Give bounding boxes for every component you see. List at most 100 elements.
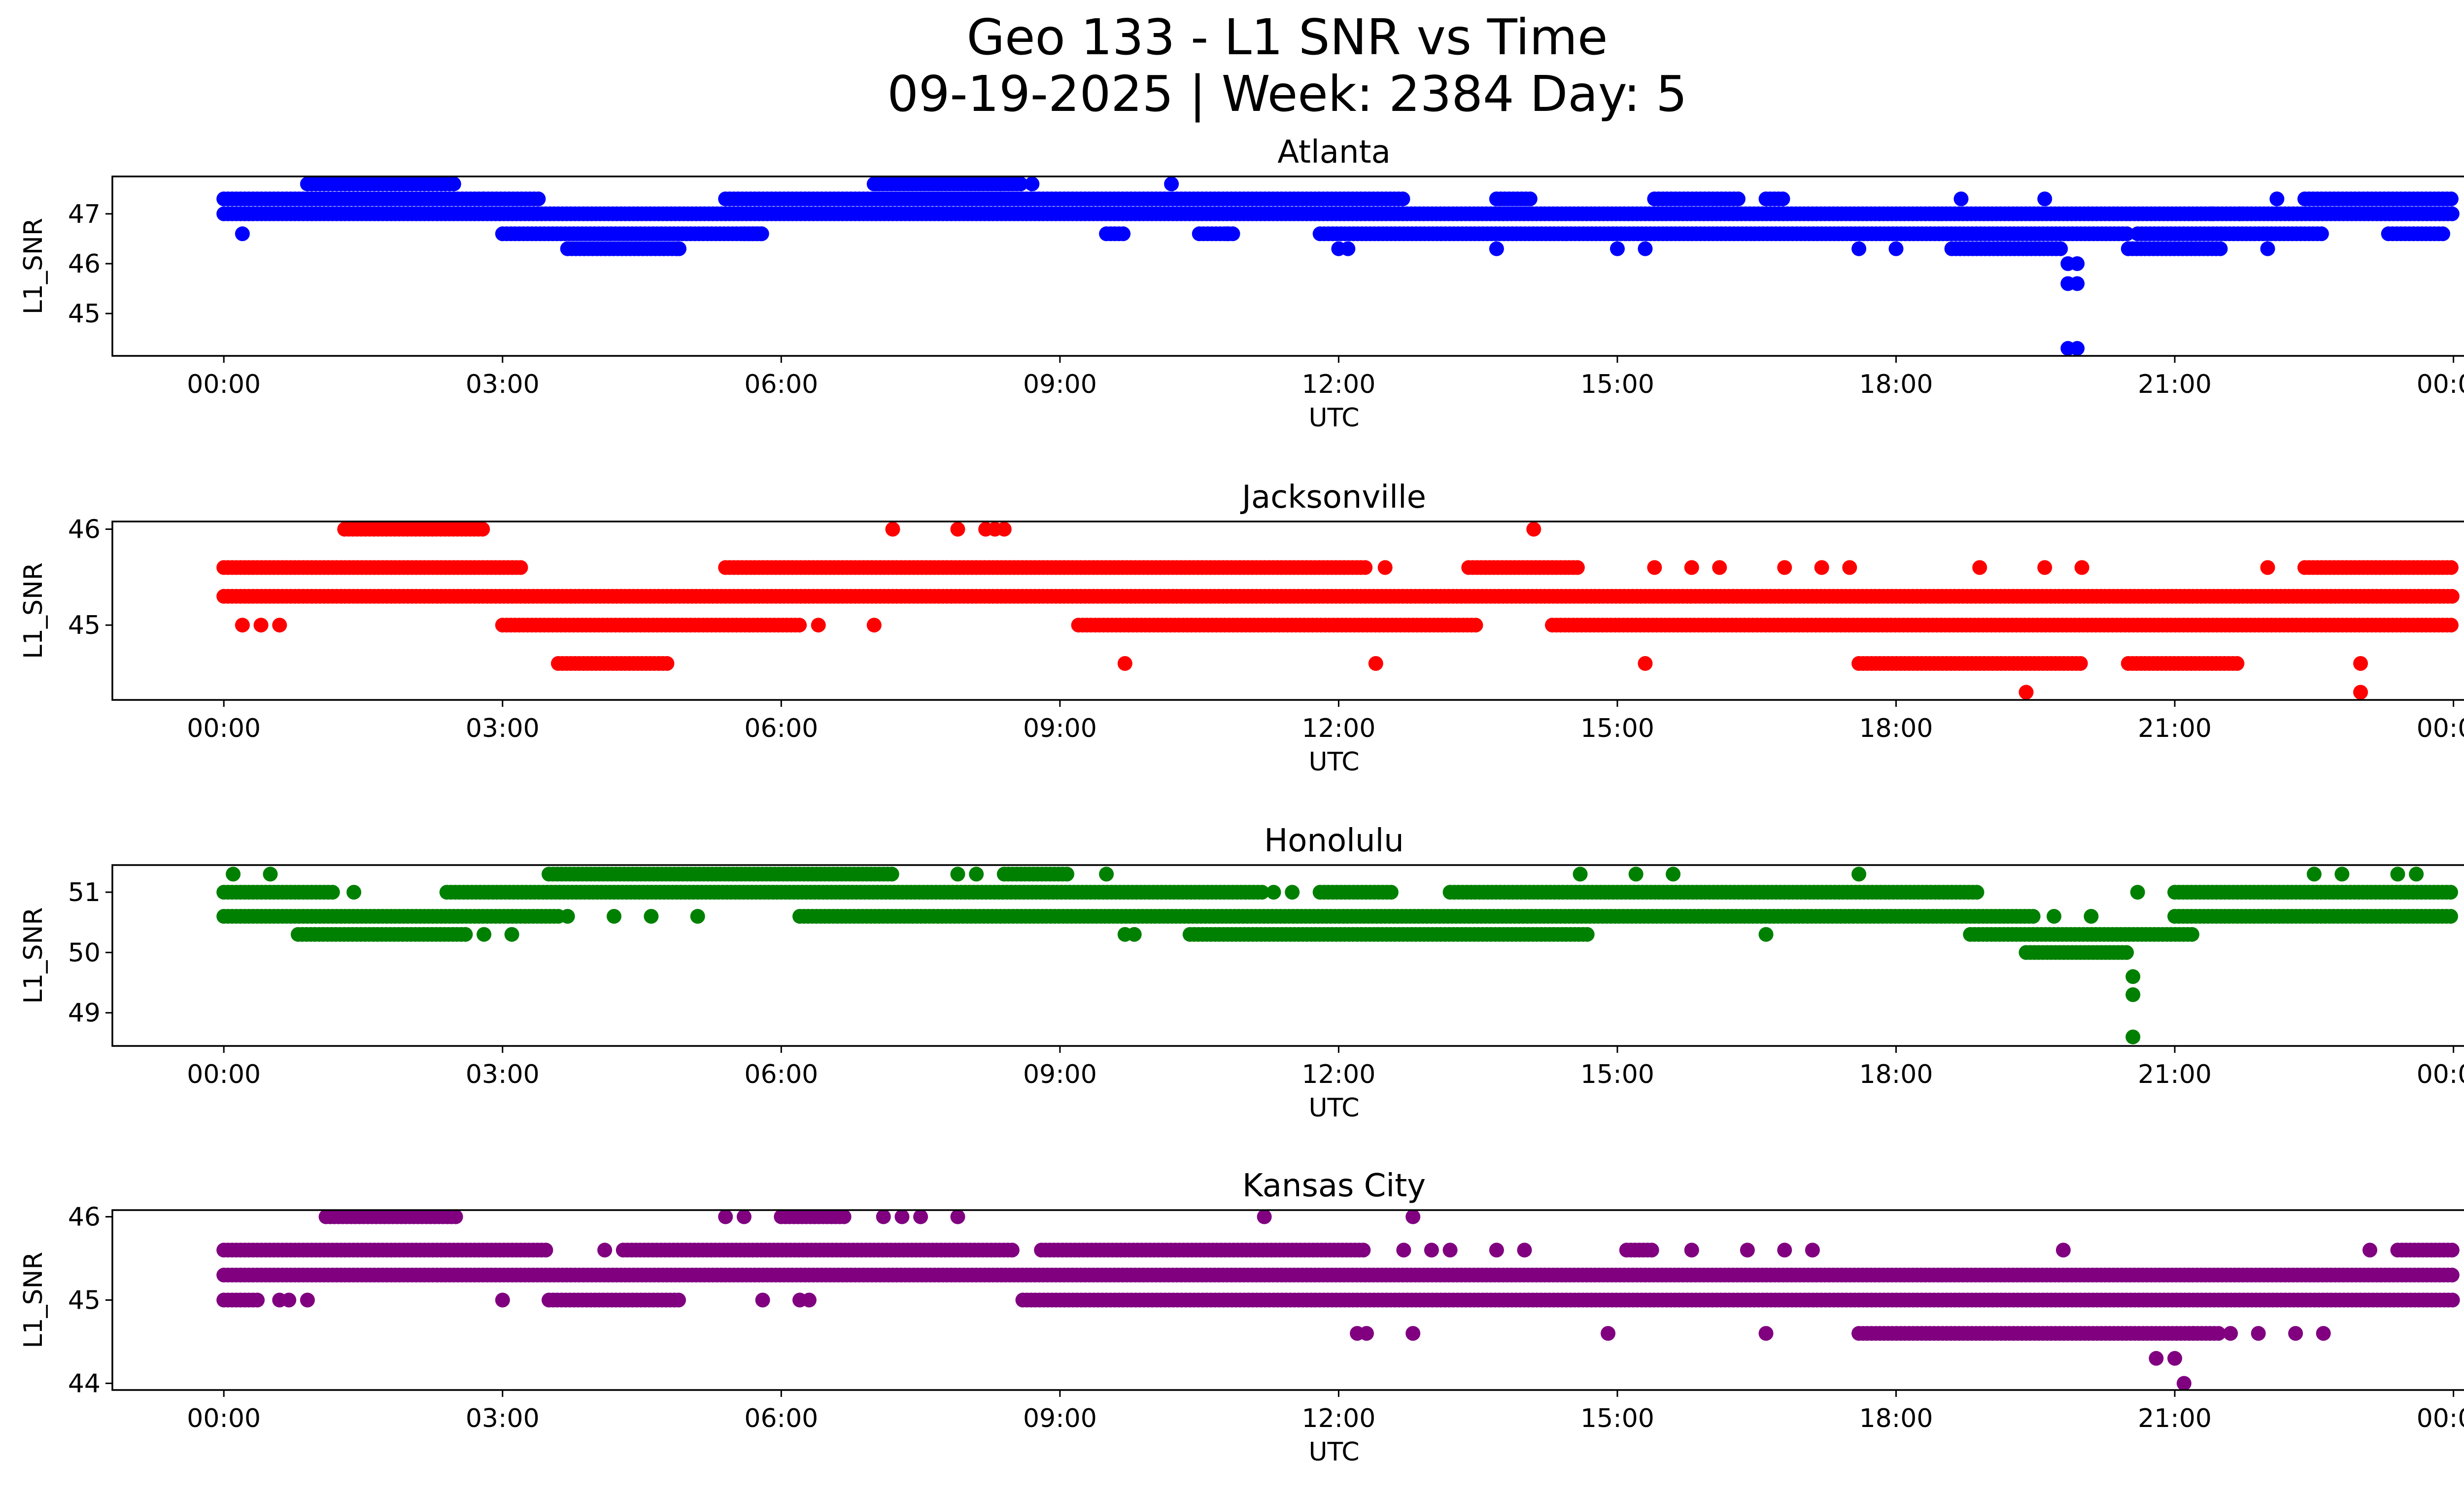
data-point xyxy=(2130,885,2145,900)
x-tick-label: 00:00 xyxy=(187,370,261,399)
y-tick-label: 46 xyxy=(68,515,101,545)
panel-jacksonville-markers xyxy=(216,522,2460,700)
data-point xyxy=(1638,656,1653,671)
data-point xyxy=(2070,276,2085,291)
x-tick-label: 21:00 xyxy=(2138,714,2212,743)
data-point xyxy=(1628,867,1643,882)
x-tick-label: 18:00 xyxy=(1859,370,1933,399)
data-point xyxy=(1383,885,1399,900)
data-point xyxy=(325,885,340,900)
data-point xyxy=(1888,241,1904,256)
data-point xyxy=(1060,867,1074,882)
data-point xyxy=(2444,1243,2460,1258)
x-tick-label: 06:00 xyxy=(744,370,818,399)
data-point xyxy=(2260,560,2275,575)
data-point xyxy=(2125,987,2141,1002)
x-tick-label: 18:00 xyxy=(1859,714,1933,743)
data-point xyxy=(1117,656,1132,671)
data-point xyxy=(1489,241,1504,256)
x-tick-label: 03:00 xyxy=(466,714,540,743)
data-point xyxy=(2073,656,2088,671)
x-tick-label: 09:00 xyxy=(1023,714,1097,743)
data-point xyxy=(1285,885,1300,900)
data-point xyxy=(1340,241,1356,256)
data-point xyxy=(1116,226,1131,242)
x-tick-label: 06:00 xyxy=(744,1060,818,1089)
data-point xyxy=(560,909,575,924)
data-point xyxy=(2443,618,2459,633)
data-point xyxy=(1953,191,1969,207)
panel-atlanta-x-axis-label: UTC xyxy=(1308,403,1359,433)
data-point xyxy=(969,867,984,882)
x-tick-label: 15:00 xyxy=(1580,370,1654,399)
panel-honolulu-markers xyxy=(216,867,2458,1044)
x-tick-label: 09:00 xyxy=(1023,1060,1097,1089)
x-tick-label: 15:00 xyxy=(1580,1060,1654,1089)
data-point xyxy=(1254,885,1269,900)
panel-honolulu-axes-frame xyxy=(111,864,2464,1047)
data-point xyxy=(671,1292,686,1308)
chart-title-line-2: 09-19-2025 | Week: 2384 Day: 5 xyxy=(887,65,1687,123)
data-point xyxy=(235,226,250,242)
data-point xyxy=(2084,909,2099,924)
data-point xyxy=(1775,191,1790,207)
data-point xyxy=(2390,867,2405,882)
panel-jacksonville-x-axis-label: UTC xyxy=(1308,747,1359,777)
data-point xyxy=(2037,560,2053,575)
data-point xyxy=(1127,927,1142,942)
data-point xyxy=(1712,560,1727,575)
data-point xyxy=(250,1292,265,1308)
panel-honolulu-y-axis-label: L1_SNR xyxy=(19,907,48,1004)
data-point xyxy=(2070,341,2085,356)
panel-atlanta-y-axis-label: L1_SNR xyxy=(19,218,48,314)
data-point xyxy=(1220,226,1235,242)
data-point xyxy=(2306,867,2322,882)
panel-atlanta-title: Atlanta xyxy=(1277,134,1391,171)
data-point xyxy=(531,191,546,207)
data-point xyxy=(950,867,965,882)
data-point xyxy=(1972,560,1987,575)
data-point xyxy=(1570,560,1585,575)
data-point xyxy=(1099,867,1114,882)
data-point xyxy=(2353,685,2368,700)
data-point xyxy=(2353,656,2368,671)
data-point xyxy=(2025,909,2041,924)
data-point xyxy=(2070,256,2085,271)
data-point xyxy=(1647,560,1662,575)
data-point xyxy=(672,241,686,256)
data-point xyxy=(1526,522,1541,537)
data-point xyxy=(477,927,492,942)
data-point xyxy=(504,927,519,942)
data-point xyxy=(2074,560,2089,575)
data-point xyxy=(1579,927,1595,942)
data-point xyxy=(1377,560,1393,575)
panel-kansas-city-markers xyxy=(216,1209,2460,1391)
x-tick-label: 21:00 xyxy=(2138,1060,2212,1089)
data-point xyxy=(1684,560,1699,575)
data-point xyxy=(1851,867,1867,882)
data-point xyxy=(659,656,675,671)
data-point xyxy=(446,176,461,192)
panel-atlanta-markers xyxy=(216,176,2460,356)
data-point xyxy=(644,909,659,924)
y-tick-label: 45 xyxy=(68,299,101,329)
data-point xyxy=(2019,685,2034,700)
x-tick-label: 09:00 xyxy=(1023,370,1097,399)
x-tick-label: 06:00 xyxy=(744,714,818,743)
data-point xyxy=(2232,206,2247,221)
data-point xyxy=(1573,867,1588,882)
data-point xyxy=(253,618,269,633)
panel-jacksonville-title: Jacksonville xyxy=(1240,479,1426,516)
data-point xyxy=(1758,927,1774,942)
data-point xyxy=(2443,909,2458,924)
data-point xyxy=(1266,885,1281,900)
x-tick-label: 12:00 xyxy=(1301,714,1375,743)
data-point xyxy=(1638,241,1653,256)
data-point xyxy=(1356,1243,1371,1258)
data-point xyxy=(811,618,826,633)
data-point xyxy=(1842,560,1857,575)
data-point xyxy=(2119,945,2134,960)
data-point xyxy=(690,909,705,924)
